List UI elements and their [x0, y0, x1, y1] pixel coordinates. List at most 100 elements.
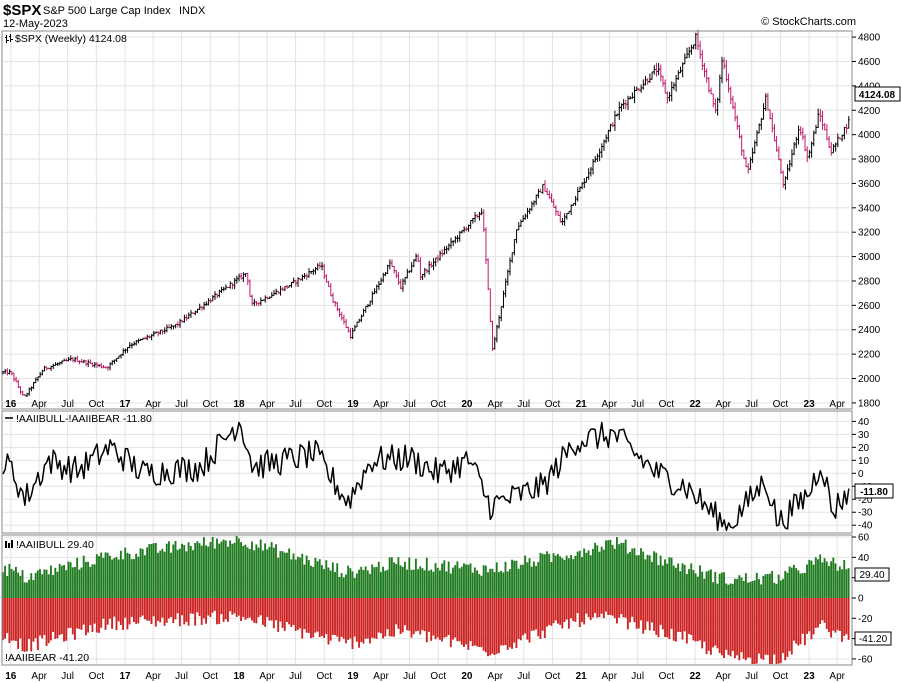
spread-panel-frame	[1, 410, 853, 534]
price-bar	[167, 324, 171, 329]
price-bar	[274, 288, 278, 296]
bull-bar	[841, 569, 843, 598]
price-bar	[535, 194, 538, 205]
price-bar	[803, 134, 807, 152]
bull-bar	[607, 540, 610, 598]
bear-bar	[137, 598, 140, 624]
bull-bar	[570, 555, 572, 598]
y-tick-label: 1800	[858, 398, 881, 409]
price-panel-grid	[3, 31, 850, 409]
price-bar	[633, 86, 636, 104]
price-bar	[843, 126, 846, 140]
bear-bar	[758, 598, 760, 654]
price-bar	[642, 79, 645, 90]
bear-bar	[183, 598, 186, 625]
x-tick-label: Apr	[829, 671, 845, 682]
bear-bar	[104, 598, 107, 630]
price-bar	[528, 208, 531, 215]
bear-bar	[812, 598, 815, 635]
bear-bar	[351, 598, 354, 649]
bull-bar	[318, 559, 321, 598]
bear-bar	[705, 598, 708, 655]
x-tick-label: Oct	[659, 399, 675, 410]
bull-bar	[316, 561, 319, 598]
price-bar	[390, 259, 394, 268]
price-bar	[187, 312, 190, 319]
bull-bar	[194, 543, 197, 598]
bull-bar	[764, 574, 767, 598]
price-bar	[91, 362, 94, 368]
bull-bar	[126, 552, 129, 598]
price-bar	[515, 229, 518, 244]
price-bar	[172, 325, 175, 330]
y-tick-label: 2600	[858, 301, 881, 312]
bear-bar	[561, 598, 564, 629]
bear-bar	[452, 598, 454, 640]
price-panel-frame	[1, 30, 853, 410]
x-tick-label: Oct	[659, 671, 675, 682]
price-bar	[565, 212, 569, 220]
bull-bar	[414, 558, 417, 598]
bull-bar	[312, 566, 315, 598]
bull-bar	[532, 561, 535, 598]
bull-bar	[358, 569, 360, 598]
price-bar	[701, 50, 704, 71]
y-tick-label: 3800	[858, 155, 881, 166]
price-bar	[139, 338, 142, 341]
bear-bar	[216, 598, 218, 625]
bull-bar	[198, 543, 201, 598]
bear-bar	[71, 598, 74, 635]
bull-bar	[821, 562, 824, 598]
bear-bar	[626, 598, 629, 630]
bull-bar	[1, 572, 4, 598]
bull-bar	[351, 571, 354, 598]
bear-bar	[716, 598, 719, 649]
bear-bar	[320, 598, 323, 636]
bear-bar	[148, 598, 151, 621]
bull-bar	[513, 560, 516, 598]
bear-bar	[100, 598, 103, 628]
bull-bar	[419, 566, 422, 598]
bull-bar	[56, 571, 59, 598]
bull-bar	[452, 567, 454, 598]
y-tick-label: 10	[858, 456, 870, 467]
price-bar	[108, 362, 112, 371]
bull-bar	[255, 544, 258, 598]
spread-legend-label: !AAIIBULL-!AAIIBEAR -11.80	[16, 413, 152, 425]
bear-bar	[432, 598, 435, 636]
bear-bar	[379, 598, 382, 634]
price-bar	[355, 321, 359, 328]
price-bar	[323, 263, 326, 280]
bear-bar	[95, 598, 98, 633]
price-bar	[698, 40, 702, 59]
price-bar	[650, 71, 654, 80]
bull-bar	[432, 571, 435, 598]
bull-bar	[565, 555, 568, 598]
x-tick-label: 18	[233, 399, 245, 410]
bull-bar	[323, 569, 326, 598]
bull-bar	[49, 565, 52, 598]
bear-bar	[609, 598, 612, 615]
bear-bar	[834, 598, 837, 633]
price-bar	[419, 257, 422, 281]
x-tick-label: Oct	[89, 671, 105, 682]
bear-bar	[364, 598, 367, 639]
y-tick-label: 20	[858, 443, 870, 454]
bear-bar	[646, 598, 649, 622]
bear-bar	[266, 598, 269, 617]
bear-bar	[257, 598, 260, 618]
price-bar	[668, 92, 671, 102]
price-bar	[766, 92, 770, 111]
price-bar	[696, 29, 700, 51]
bull-bar	[82, 555, 85, 598]
bull-bar	[583, 548, 586, 598]
price-bar	[688, 46, 691, 59]
price-bar	[655, 62, 658, 77]
bull-bar	[788, 566, 791, 598]
bull-bar	[546, 551, 548, 598]
bull-bar	[340, 573, 343, 598]
bear-bar	[189, 598, 192, 614]
bull-bar	[677, 563, 680, 598]
price-bar	[736, 115, 739, 130]
bear-bar	[283, 598, 286, 631]
